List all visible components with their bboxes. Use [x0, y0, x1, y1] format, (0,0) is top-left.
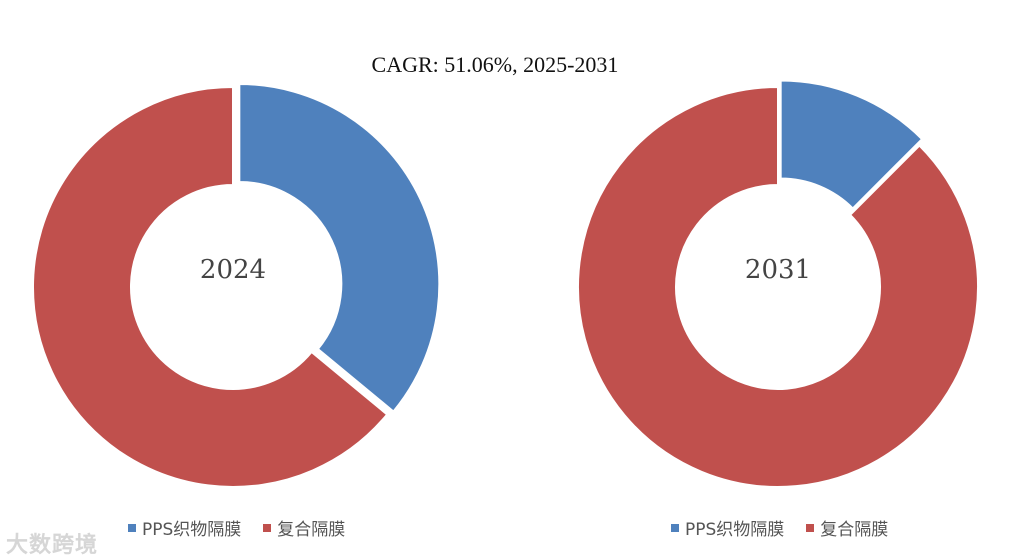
- legend-2031: PPS织物隔膜 复合隔膜: [671, 515, 910, 540]
- legend-swatch: [128, 523, 136, 532]
- legend-label: PPS织物隔膜: [142, 520, 242, 540]
- chart-title: CAGR: 51.06%, 2025-2031: [371, 52, 619, 77]
- watermark-logo: 大数跨境: [6, 533, 99, 558]
- legend-item: 复合隔膜: [263, 515, 345, 540]
- legend-item: PPS织物隔膜: [128, 515, 241, 540]
- legend-item: PPS织物隔膜: [671, 515, 784, 540]
- legend-swatch: [263, 523, 272, 532]
- donut-slice-2024-0: [238, 83, 441, 413]
- center-label: 2024: [200, 255, 266, 285]
- legend-2024: PPS织物隔膜 复合隔膜: [128, 515, 367, 540]
- donut-slice-2031-1: [577, 85, 979, 488]
- legend-swatch: [806, 523, 815, 532]
- legend-label: 复合隔膜: [277, 520, 346, 540]
- donut-slice-2024-1: [32, 85, 389, 488]
- legend-label: 复合隔膜: [820, 520, 889, 540]
- donut-slice-2031-0: [779, 79, 924, 210]
- legend-swatch: [671, 523, 679, 532]
- legend-label: PPS织物隔膜: [685, 520, 785, 540]
- center-label: 2031: [745, 255, 811, 285]
- legend-item: 复合隔膜: [806, 515, 888, 540]
